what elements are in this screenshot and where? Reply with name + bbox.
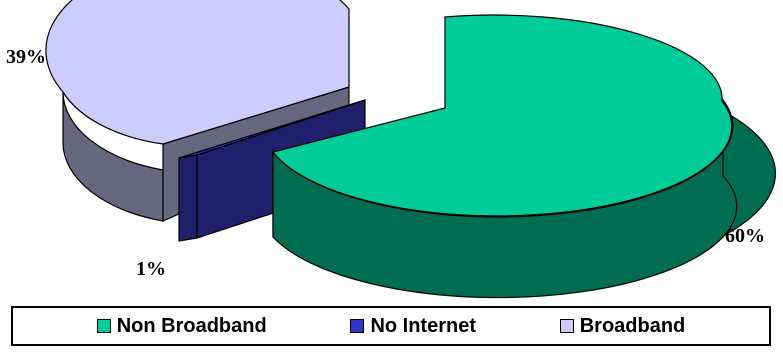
slice-no-internet-side bbox=[178, 154, 198, 242]
slice-non-broadband-top bbox=[271, 14, 733, 217]
slice-non-broadband-outer-side bbox=[272, 98, 738, 299]
legend-label-broadband: Broadband bbox=[579, 314, 686, 337]
legend: Non Broadband No Internet Broadband bbox=[11, 306, 771, 346]
legend-label-non-broadband: Non Broadband bbox=[116, 314, 267, 337]
label-broadband-pct: 39% bbox=[6, 46, 46, 68]
legend-item-broadband: Broadband bbox=[559, 314, 686, 338]
legend-swatch-broadband bbox=[559, 319, 574, 333]
legend-item-non-broadband: Non Broadband bbox=[96, 314, 267, 338]
label-no-internet-pct: 1% bbox=[136, 258, 166, 280]
legend-swatch-non-broadband bbox=[96, 319, 111, 333]
legend-swatch-no-internet bbox=[350, 319, 365, 333]
slice-no-internet-top bbox=[178, 99, 366, 159]
legend-label-no-internet: No Internet bbox=[370, 314, 476, 337]
slice-non-broadband bbox=[271, 14, 777, 299]
legend-item-no-internet: No Internet bbox=[350, 315, 476, 338]
slice-broadband-top bbox=[45, 0, 350, 145]
pie-chart: 39% 60% 1% bbox=[6, 0, 777, 299]
label-non-broadband-pct: 60% bbox=[725, 225, 765, 247]
